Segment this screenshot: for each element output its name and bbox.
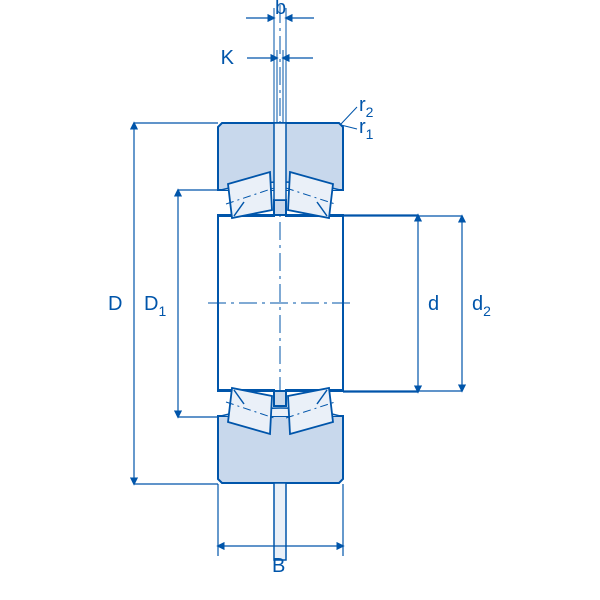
- label-B: B: [272, 555, 285, 577]
- label-D1: D1: [144, 293, 166, 319]
- bearing-cross-section-diagram: DD1dd2BbKr1r2: [0, 0, 600, 600]
- label-b: b: [275, 0, 286, 19]
- label-d: d: [428, 293, 439, 315]
- label-d2: d2: [472, 293, 491, 319]
- label-D: D: [108, 293, 122, 315]
- label-K: K: [221, 47, 235, 69]
